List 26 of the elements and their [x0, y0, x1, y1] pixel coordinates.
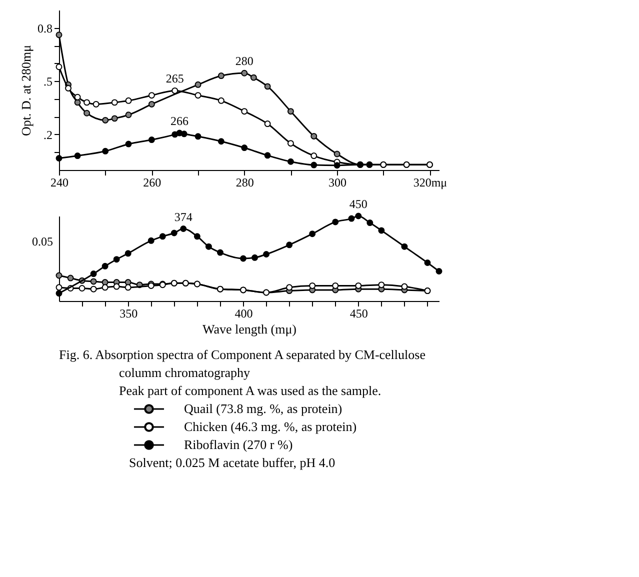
annotation: 280 [235, 54, 254, 68]
text: columm chromatography [119, 365, 251, 380]
x-axis-title: Wave length (mμ) [202, 322, 297, 336]
x-tick-label: 280 [236, 176, 254, 190]
legend-label: Quail (73.8 mg. %, as protein) [184, 401, 342, 416]
annotation: 374 [174, 210, 192, 224]
legend-label: Chicken (46.3 mg. %, as protein) [184, 419, 357, 434]
x-tick-label: 350 [120, 306, 138, 320]
text: 0.05 [32, 234, 53, 248]
annotation: 265 [166, 72, 184, 86]
y-tick-label: .5 [44, 74, 52, 89]
x-tick-label: 450 [350, 306, 368, 320]
annotation: 266 [170, 114, 188, 128]
y-axis-title: Opt. D. at 280mμ [18, 44, 34, 136]
x-tick-label: 240 [50, 176, 68, 190]
text: Solvent; 0.025 M acetate buffer, pH 4.0 [129, 455, 336, 470]
legend-label: Riboflavin (270 r %) [184, 437, 293, 452]
x-tick-label: 400 [234, 306, 253, 320]
annotation: 450 [349, 197, 368, 211]
text: Peak part of component A was used as the sample. [119, 383, 382, 398]
x-tick-label: 260 [143, 176, 162, 190]
caption: Fig. 6. Absorption spectra of Component A separated by CM-cellulose [59, 347, 426, 362]
y-tick-label: 0.8 [38, 21, 52, 36]
x-tick-label: 300 [328, 176, 347, 190]
y-tick-label: .2 [44, 128, 52, 142]
x-tick-label: 320mμ [413, 176, 448, 190]
